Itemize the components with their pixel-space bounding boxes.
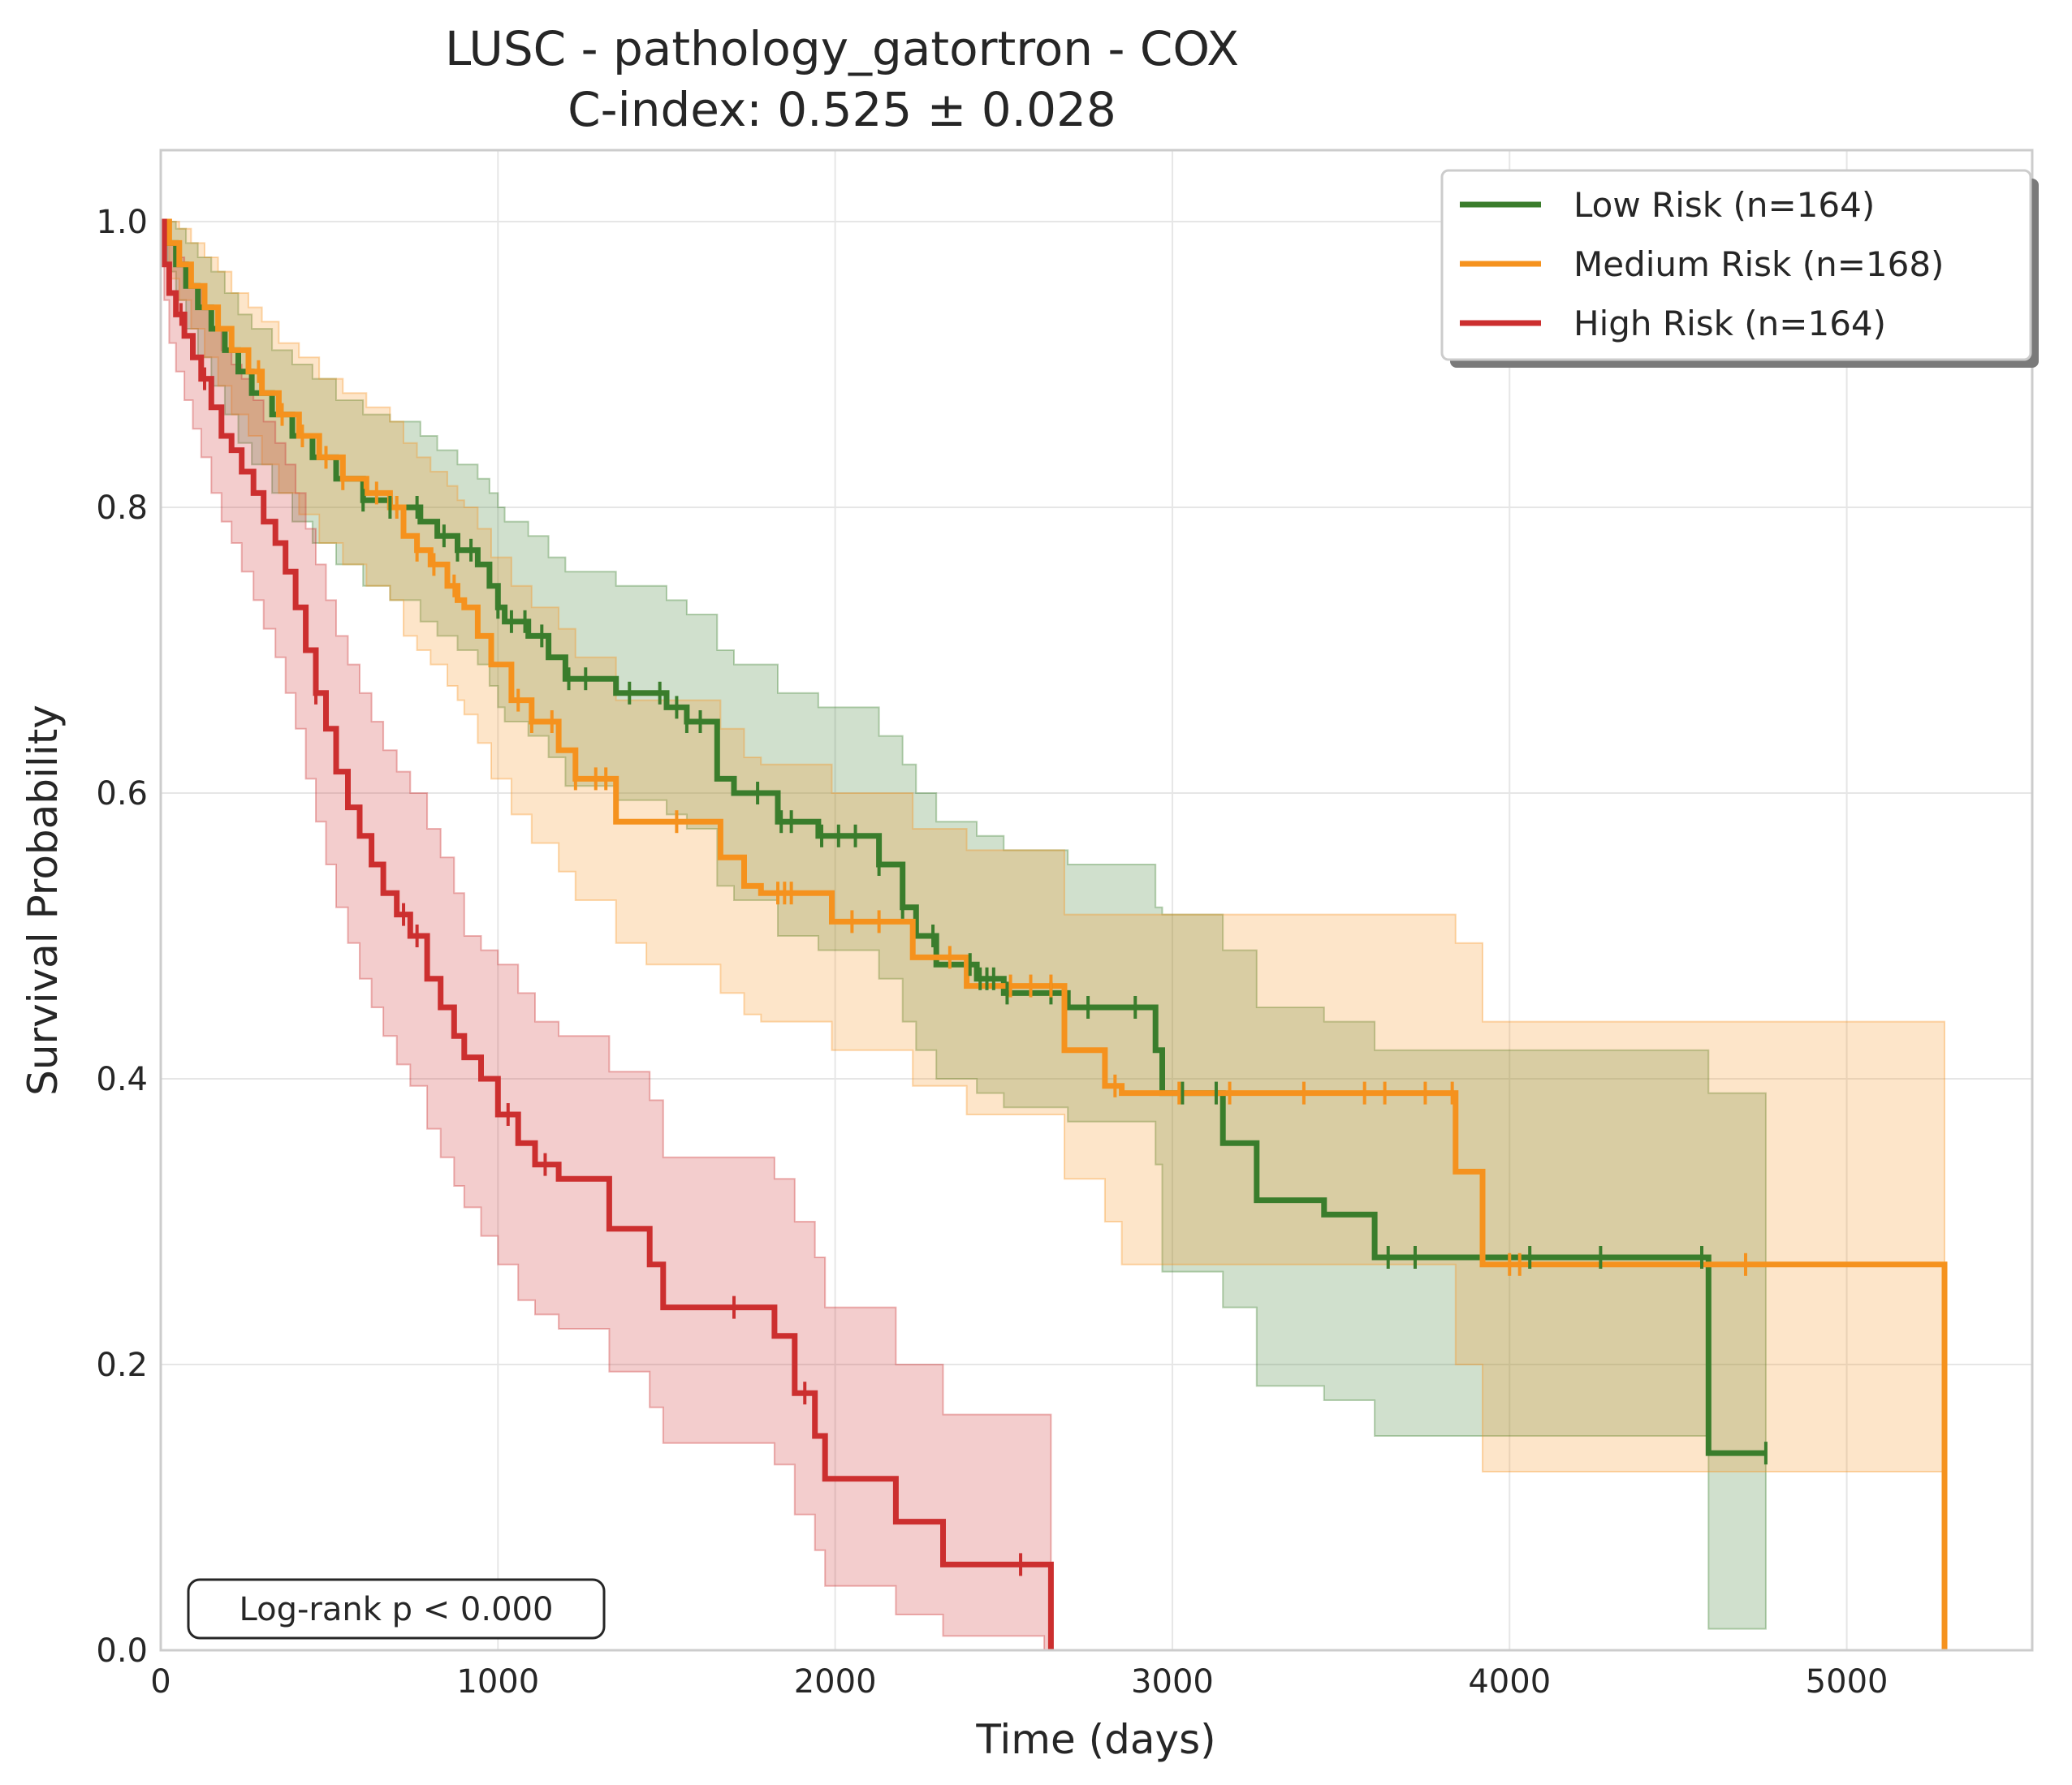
y-tick-label-1: 0.2 xyxy=(96,1347,148,1384)
confidence-bands xyxy=(161,221,1945,1651)
y-tick-label-4: 0.8 xyxy=(96,489,148,527)
legend: Low Risk (n=164) Medium Risk (n=168) Hig… xyxy=(1440,169,2039,368)
censor-marks xyxy=(179,303,1768,1576)
x-tick-label-3: 3000 xyxy=(1131,1663,1214,1701)
y-tick-label-2: 0.4 xyxy=(96,1061,148,1098)
y-tick-label-5: 1.0 xyxy=(96,204,148,241)
ci-band-low-risk xyxy=(161,221,1767,1630)
legend-label-high-risk: High Risk (n=164) xyxy=(1573,304,1886,343)
x-tick-label-2: 2000 xyxy=(794,1663,877,1701)
annotation-box xyxy=(187,1578,606,1640)
y-axis-label: Survival Probability xyxy=(19,705,67,1096)
x-tick-label-0: 0 xyxy=(150,1663,171,1701)
logrank-annotation: Log-rank p < 0.000 xyxy=(187,1578,606,1640)
x-tick-label-4: 4000 xyxy=(1468,1663,1551,1701)
legend-label-medium-risk: Medium Risk (n=168) xyxy=(1573,244,1944,284)
grid xyxy=(160,150,2032,1651)
annotation-text: Log-rank p < 0.000 xyxy=(240,1591,554,1628)
survival-curve-low-risk xyxy=(161,218,1766,1456)
chart-title: LUSC - pathology_gatortron - COX xyxy=(445,21,1239,76)
legend-label-low-risk: Low Risk (n=164) xyxy=(1573,185,1875,225)
y-axis-ticks: 0.0 0.2 0.4 0.6 0.8 1.0 xyxy=(96,204,148,1670)
x-tick-label-5: 5000 xyxy=(1806,1663,1889,1701)
y-tick-label-0: 0.0 xyxy=(96,1632,148,1670)
plot-frame xyxy=(159,149,2034,1652)
survival-curve-medium-risk xyxy=(161,218,1948,1650)
legend-box xyxy=(1440,169,2032,361)
survival-curve-high-risk xyxy=(161,218,1054,1650)
x-tick-label-1: 1000 xyxy=(456,1663,539,1701)
y-tick-label-3: 0.6 xyxy=(96,775,148,813)
ci-band-medium-risk xyxy=(161,221,1945,1472)
chart-subtitle: C-index: 0.525 ± 0.028 xyxy=(568,82,1116,137)
x-axis-label: Time (days) xyxy=(975,1716,1215,1763)
x-axis-ticks: 0 1000 2000 3000 4000 5000 xyxy=(150,1663,1888,1701)
survival-curves xyxy=(161,218,1948,1650)
